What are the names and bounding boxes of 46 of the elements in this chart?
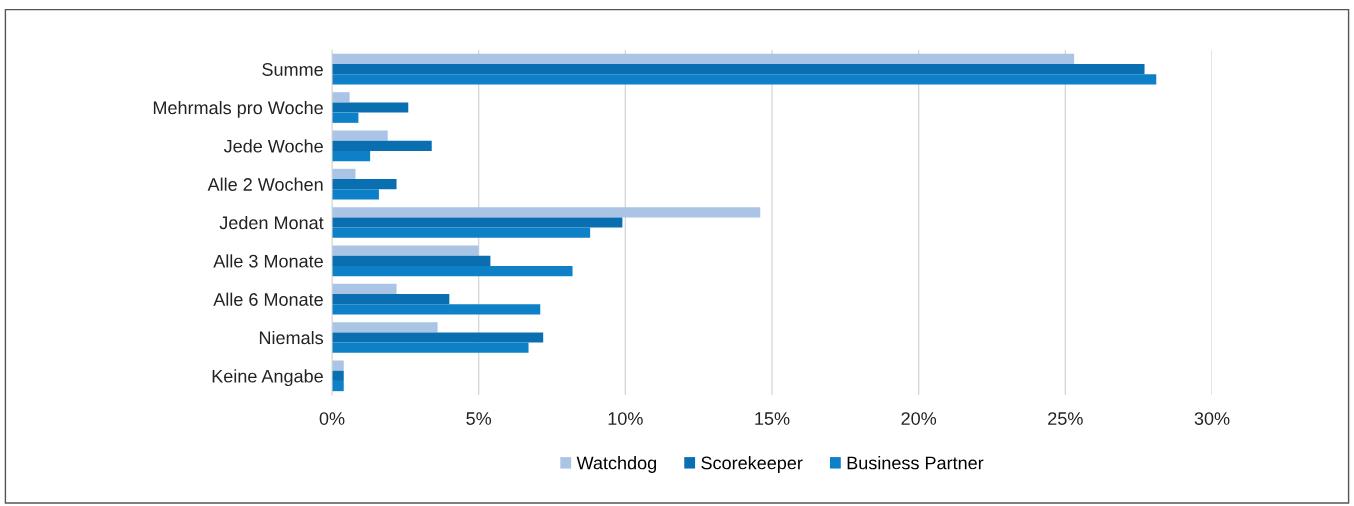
bar: [332, 322, 438, 333]
bar: [332, 245, 479, 256]
y-tick-label: Alle 2 Wochen: [207, 177, 323, 191]
bar: [332, 150, 371, 162]
bar: [332, 179, 397, 190]
bar: [332, 130, 388, 141]
legend-label: Watchdog: [576, 456, 657, 473]
bar: [332, 283, 397, 295]
bar: [332, 360, 344, 371]
x-tick-label: 30%: [1194, 412, 1230, 425]
legend-label: Business Partner: [847, 456, 984, 470]
bar: [332, 255, 491, 266]
bar: [332, 342, 529, 353]
y-tick-label: Keine Angabe: [212, 369, 323, 387]
y-tick-label: Jeden Monat: [219, 215, 324, 230]
bar: [332, 227, 591, 238]
bar: [332, 207, 761, 218]
bar: [332, 102, 409, 113]
x-tick-label: 20%: [901, 412, 937, 425]
bar: [332, 370, 344, 381]
bar: [332, 64, 1145, 75]
bar: [332, 217, 623, 228]
bar: [332, 92, 350, 103]
x-tick-label: 5%: [466, 412, 492, 425]
bar: [332, 112, 359, 123]
bar: [332, 189, 379, 200]
x-tick-label: 0%: [319, 412, 345, 425]
y-tick-label: Alle 3 Monate: [213, 254, 323, 268]
y-tick-label: Summe: [262, 63, 323, 76]
y-tick-label: Niemals: [259, 330, 324, 345]
x-tick-label: 25%: [1048, 412, 1083, 425]
y-tick-label: Jede Woche: [223, 139, 323, 153]
bar: [332, 294, 450, 305]
bar: [332, 332, 544, 343]
x-tick-label: 15%: [755, 412, 790, 425]
y-tick-label: Alle 6 Monate: [213, 292, 323, 306]
bar: [332, 265, 573, 277]
bar: [332, 168, 356, 180]
bar: [332, 304, 541, 315]
bar: [332, 140, 432, 151]
y-tick-label: Mehrmals pro Woche: [153, 100, 323, 118]
x-tick-label: 10%: [608, 412, 643, 425]
bar: [332, 380, 344, 392]
bar: [332, 53, 1075, 65]
bar: [332, 74, 1157, 85]
legend-label: Scorekeeper: [701, 456, 803, 473]
